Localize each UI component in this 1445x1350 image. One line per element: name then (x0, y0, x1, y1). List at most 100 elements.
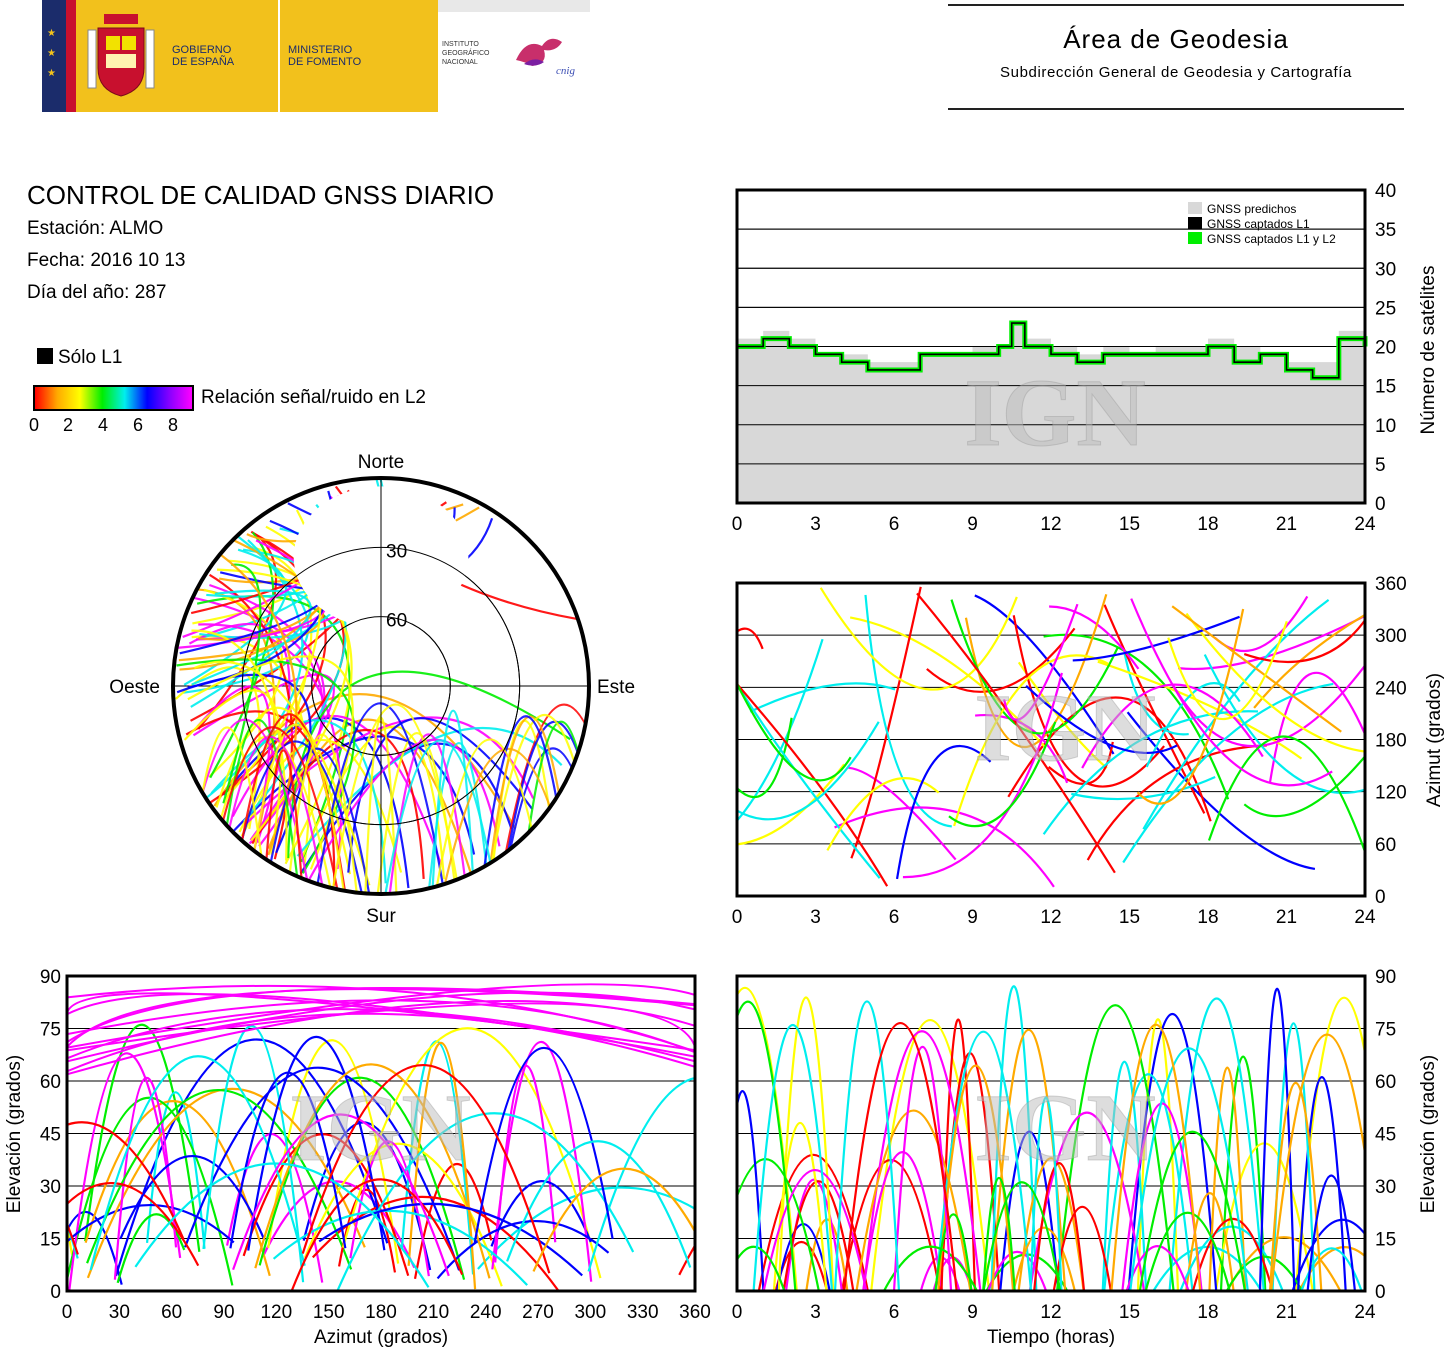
x-tick-label: 21 (1276, 907, 1297, 928)
x-tick-label: 210 (417, 1302, 449, 1323)
azimuth-track (737, 682, 889, 887)
star-icon: ★ (47, 48, 56, 59)
x-tick-label: 60 (161, 1302, 182, 1323)
elev-time-tracks (737, 985, 1365, 1291)
elevation-track (473, 1046, 614, 1244)
east-label: Este (597, 677, 635, 698)
x-tick-label: 150 (313, 1302, 345, 1323)
y-tick-label: 45 (40, 1125, 61, 1146)
azimuth-track (1203, 654, 1365, 794)
satellite-track (287, 670, 571, 859)
elevation-track (737, 1158, 820, 1291)
elevation-track (862, 1030, 982, 1291)
ministerio-text: MINISTERIO DE FOMENTO (288, 44, 362, 68)
elevation-track (833, 1000, 901, 1291)
y-tick-label: 45 (1375, 1125, 1396, 1146)
elevation-track (777, 996, 835, 1291)
x-tick-label: 9 (967, 514, 978, 535)
azimuth-track (948, 721, 1057, 828)
ign-watermark: IGN (289, 1074, 470, 1181)
elevation-track (1291, 1218, 1365, 1291)
x-tick-label: 9 (967, 907, 978, 928)
ring-label-60: 60 (386, 611, 407, 632)
elevation-track (67, 984, 695, 1053)
azimuth-track (749, 682, 896, 713)
y-tick-label: 75 (1375, 1020, 1396, 1041)
azimuth-track (826, 777, 940, 851)
x-tick-label: 360 (679, 1302, 711, 1323)
x-axis-label: Azimut (grados) (314, 1327, 448, 1348)
azimuth-track (964, 593, 1108, 749)
azimuth-track (1025, 685, 1178, 754)
y-tick-label: 180 (1375, 731, 1407, 752)
y-tick-label: 90 (40, 967, 61, 988)
x-tick-label: 0 (732, 514, 743, 535)
y-tick-label: 75 (40, 1020, 61, 1041)
svg-text:cnig: cnig (556, 65, 575, 77)
satellite-track (347, 717, 534, 873)
legend-label: GNSS captados L1 (1207, 217, 1310, 231)
y-tick-label: 10 (1375, 416, 1396, 437)
azimuth-track (1214, 595, 1309, 653)
elevation-track (737, 1245, 786, 1291)
x-tick-label: 90 (213, 1302, 234, 1323)
elevation-track (67, 1210, 123, 1285)
elevation-track (134, 1162, 430, 1288)
satellite-track (485, 714, 589, 894)
y-tick-label: 0 (50, 1282, 61, 1303)
x-tick-label: 270 (522, 1302, 554, 1323)
elevation-track (67, 1008, 695, 1063)
snr-tick: 4 (98, 415, 109, 435)
azimuth-track (737, 721, 880, 821)
gobierno-logo: ★ ★ ★ GOBIERNO DE ESPAÑA MINISTERIO DE F… (42, 0, 438, 112)
y-tick-label: 0 (1375, 887, 1386, 908)
legend-swatch (1188, 232, 1202, 244)
legend-label: GNSS predichos (1207, 202, 1296, 216)
header-logos: ★ ★ ★ GOBIERNO DE ESPAÑA MINISTERIO DE F… (42, 0, 590, 112)
satellite-track (500, 747, 589, 894)
azimuth-track (1207, 735, 1365, 856)
elevation-track (1029, 1096, 1063, 1291)
elevation-track (1300, 1247, 1363, 1291)
elevation-track (737, 1090, 765, 1291)
snr-tick: 0 (29, 415, 40, 435)
elevation-track (1136, 1018, 1180, 1291)
chart-azimuth_time: 0 60 120 180 240 300 360 0 3 6 9 12 15 18 21 24 Azimut (… (732, 574, 1445, 928)
station-label: Estación: ALMO (27, 218, 164, 239)
satellite-track (210, 719, 387, 884)
l1-only-label: Sólo L1 (58, 347, 123, 368)
elevation-track (67, 993, 695, 1058)
elevation-track (870, 1019, 991, 1291)
y-tick-label: 15 (1375, 377, 1396, 398)
legend-swatch (1188, 202, 1202, 214)
azimuth-track (849, 616, 1047, 749)
elevation-track (301, 1064, 551, 1274)
date-label: Fecha: 2016 10 13 (27, 250, 186, 271)
gobierno-text: GOBIERNO DE ESPAÑA (172, 44, 235, 68)
y-tick-label: 0 (1375, 1282, 1386, 1303)
elevation-track (145, 1091, 206, 1249)
x-tick-label: 21 (1276, 514, 1297, 535)
azimuth-track (848, 766, 957, 861)
x-tick-label: 0 (62, 1302, 73, 1323)
y-tick-label: 30 (1375, 1177, 1396, 1198)
x-tick-label: 0 (732, 1302, 743, 1323)
elevation-track (303, 1142, 503, 1287)
area-header: Área de Geodesia Subdirección General de… (948, 0, 1404, 112)
snr-tick: 8 (168, 415, 179, 435)
x-tick-label: 15 (1119, 907, 1140, 928)
elevation-track (1306, 1174, 1357, 1291)
satellite-track (314, 702, 446, 894)
x-tick-label: 6 (889, 514, 900, 535)
elevation-track (84, 1100, 271, 1277)
plot-frame (735, 581, 1367, 898)
azimuth-track (737, 717, 793, 798)
chart-elevation_azimuth: 0 15 30 45 60 75 90 0 30 60 90 120 150 180 210 240 270 30… (4, 967, 711, 1348)
elevation-track (1138, 1130, 1247, 1291)
ign-watermark: IGN (974, 674, 1155, 781)
x-tick-label: 24 (1354, 907, 1376, 928)
satellite-track (231, 715, 443, 866)
elevation-track (491, 1040, 593, 1282)
y-tick-label: 60 (1375, 1072, 1396, 1093)
azimuth-track (1130, 598, 1333, 787)
